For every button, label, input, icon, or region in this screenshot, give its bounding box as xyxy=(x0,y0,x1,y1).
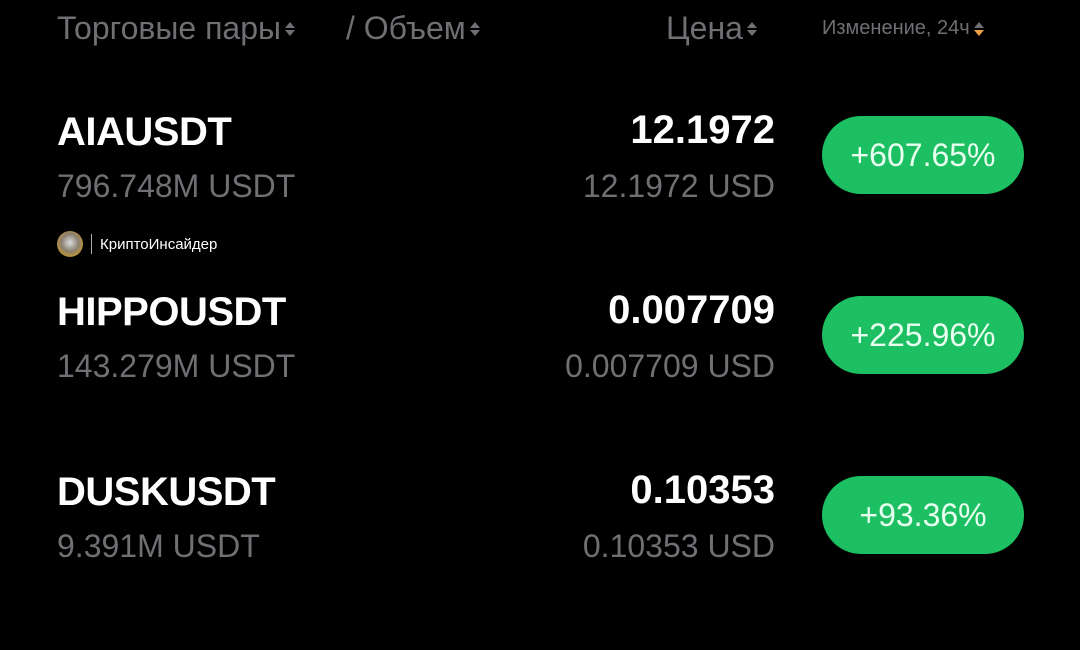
watermark-text: КриптоИнсайдер xyxy=(100,235,218,253)
pair-name: DUSKUSDT xyxy=(57,470,276,514)
change-header: Изменение, 24ч xyxy=(822,17,970,39)
sort-desc-icon xyxy=(973,21,984,36)
sort-volume[interactable]: / Объем xyxy=(346,10,480,47)
pair-price-usd: 12.1972 USD xyxy=(582,168,775,204)
sort-icon xyxy=(285,21,296,36)
change-badge[interactable]: +93.36% xyxy=(822,476,1024,554)
pair-name: HIPPOUSDT xyxy=(57,290,286,334)
change-badge[interactable]: +607.65% xyxy=(822,116,1024,194)
pair-name: AIAUSDT xyxy=(57,110,232,154)
change-badge[interactable]: +225.96% xyxy=(822,296,1024,374)
pair-volume: 143.279M USDT xyxy=(57,348,296,384)
sort-change[interactable]: Изменение, 24ч xyxy=(822,17,984,40)
watermark: КриптоИнсайдер xyxy=(57,231,217,257)
pair-price: 0.007709 xyxy=(608,288,775,332)
watermark-avatar-icon xyxy=(57,231,83,257)
table-row[interactable]: DUSKUSDT 9.391M USDT 0.10353 0.10353 USD… xyxy=(0,468,1080,650)
table-row[interactable]: AIAUSDT 796.748M USDT 12.1972 12.1972 US… xyxy=(0,108,1080,290)
pairs-header: Торговые пары xyxy=(57,10,282,46)
pair-price: 12.1972 xyxy=(630,108,775,152)
sort-icon xyxy=(469,21,480,36)
volume-header: / Объем xyxy=(346,10,466,46)
pair-price-usd: 0.007709 USD xyxy=(565,348,775,384)
sort-icon xyxy=(746,21,757,36)
sort-pairs[interactable]: Торговые пары xyxy=(57,10,296,47)
pair-price: 0.10353 xyxy=(630,468,775,512)
divider xyxy=(91,234,92,254)
pair-volume: 796.748M USDT xyxy=(57,168,296,204)
table-row[interactable]: HIPPOUSDT 143.279M USDT 0.007709 0.00770… xyxy=(0,288,1080,470)
price-header: Цена xyxy=(666,10,743,46)
pair-volume: 9.391M USDT xyxy=(57,528,260,564)
pair-price-usd: 0.10353 USD xyxy=(582,528,775,564)
sort-price[interactable]: Цена xyxy=(666,10,757,47)
